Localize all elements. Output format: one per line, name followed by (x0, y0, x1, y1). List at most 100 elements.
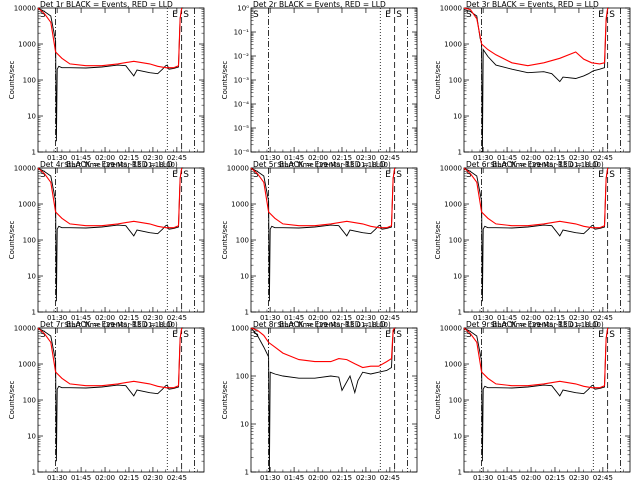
x-tick-label: 02:00 (95, 474, 115, 480)
y-tick-label: 1000 (18, 41, 36, 49)
flag-s: S (183, 330, 189, 340)
y-tick-label: 10 (27, 273, 36, 281)
plot-frame (463, 327, 631, 473)
x-tick-label: 02:30 (356, 154, 376, 162)
x-tick-label: 01:30 (473, 474, 493, 480)
panel-title: Det 9r BLACK = Events, RED = LLD (466, 320, 599, 329)
y-tick-label: 10 (453, 433, 462, 441)
x-axis-label: Start Time (29-Mar-13 01:18:00) (64, 321, 178, 329)
y-tick-label: 1000 (444, 41, 462, 49)
plot-frame (250, 7, 418, 153)
y-tick-label: 10000 (440, 5, 462, 13)
x-tick-label: 01:45 (284, 154, 304, 162)
flag-start: S (40, 10, 46, 20)
series-lld-line (250, 167, 396, 229)
y-tick-label: 10⁻⁵ (234, 125, 250, 133)
x-tick-label: 02:45 (593, 474, 613, 480)
panel-det-3r: Det 3r BLACK = Events, RED = LLD 1 10 100 10… (434, 0, 631, 169)
flag-e: E (598, 10, 604, 20)
plot-frame (250, 327, 418, 473)
y-axis-label: Counts/sec (434, 221, 442, 260)
panel-title: Det 2r BLACK = Events, RED = LLD (253, 0, 386, 9)
flag-s: S (183, 170, 189, 180)
y-tick-label: 100 (449, 77, 462, 85)
x-axis-label: Start Time (29-Mar-13 01:18:00) (490, 161, 604, 169)
x-tick-label: 02:15 (119, 154, 139, 162)
x-tick-label: 01:45 (497, 154, 517, 162)
y-tick-label: 10000 (440, 325, 462, 333)
x-tick-label: 01:30 (260, 474, 280, 480)
y-tick-label: 1000 (231, 201, 249, 209)
y-tick-label: 10⁻⁴ (234, 101, 250, 109)
y-tick-label: 100 (23, 77, 36, 85)
x-tick-label: 01:30 (47, 154, 67, 162)
y-tick-label: 10⁻⁶ (234, 149, 250, 157)
plot-frame (37, 327, 205, 473)
y-tick-label: 10⁰ (237, 5, 249, 13)
flag-e: E (598, 170, 604, 180)
y-axis-label: Counts/sec (221, 221, 229, 260)
x-tick-label: 02:45 (380, 314, 400, 322)
x-tick-label: 01:45 (284, 314, 304, 322)
x-tick-label: 02:45 (380, 474, 400, 480)
y-tick-label: 1 (245, 309, 249, 317)
y-tick-label: 10 (240, 273, 249, 281)
y-tick-label: 100 (449, 397, 462, 405)
x-tick-label: 02:30 (356, 314, 376, 322)
y-tick-label: 1000 (18, 201, 36, 209)
y-axis-label: Counts/sec (8, 61, 16, 100)
panel-det-9r: Det 9r BLACK = Events, RED = LLD 1 10 100 10… (434, 320, 631, 480)
x-tick-label: 02:45 (167, 314, 187, 322)
y-tick-label: 10000 (227, 165, 249, 173)
series-events-line (463, 7, 610, 153)
flag-start: S (253, 330, 259, 340)
y-tick-label: 10000 (14, 325, 36, 333)
series-events-line (37, 327, 184, 462)
x-tick-label: 02:15 (545, 154, 565, 162)
panel-title: Det 6r BLACK = Events, RED = LLD (466, 160, 599, 169)
x-tick-label: 02:45 (593, 154, 613, 162)
y-tick-label: 10⁻¹ (234, 29, 250, 37)
x-tick-label: 01:45 (497, 314, 517, 322)
x-tick-label: 02:15 (332, 154, 352, 162)
panel-det-1r: Det 1r BLACK = Events, RED = LLD 1 10 100 10… (8, 0, 205, 169)
panel-title: Det 3r BLACK = Events, RED = LLD (466, 0, 599, 9)
series-events-line (250, 167, 397, 302)
flag-s: S (609, 170, 615, 180)
y-tick-label: 100 (236, 373, 249, 381)
y-axis-label: Counts/sec (434, 381, 442, 420)
flag-start: S (40, 330, 46, 340)
y-tick-label: 10⁻³ (234, 77, 250, 85)
y-tick-label: 1 (458, 309, 462, 317)
y-tick-label: 10000 (440, 165, 462, 173)
flag-s: S (396, 330, 402, 340)
flag-start: S (466, 330, 472, 340)
x-tick-label: 02:00 (95, 154, 115, 162)
x-tick-label: 02:15 (545, 314, 565, 322)
series-lld-line (37, 167, 183, 229)
y-tick-label: 10 (27, 433, 36, 441)
y-tick-label: 1000 (18, 361, 36, 369)
x-tick-label: 02:15 (119, 314, 139, 322)
x-tick-label: 02:30 (569, 314, 589, 322)
plot-frame (463, 7, 631, 153)
flag-start: S (466, 10, 472, 20)
x-tick-label: 01:45 (71, 154, 91, 162)
y-tick-label: 100 (236, 237, 249, 245)
x-tick-label: 02:15 (119, 474, 139, 480)
plot-frame (250, 167, 418, 313)
flag-e: E (172, 170, 178, 180)
x-tick-label: 02:15 (332, 474, 352, 480)
y-tick-label: 10 (27, 113, 36, 121)
y-tick-label: 1000 (444, 361, 462, 369)
x-tick-label: 02:45 (167, 154, 187, 162)
x-tick-label: 02:30 (143, 154, 163, 162)
plot-frame (37, 167, 205, 313)
flag-s: S (609, 330, 615, 340)
x-tick-label: 02:15 (332, 314, 352, 322)
panel-title: Det 4r BLACK = Events, RED = LLD (40, 160, 173, 169)
y-tick-label: 1 (458, 469, 462, 477)
x-tick-label: 02:30 (569, 154, 589, 162)
panel-title: Det 7r BLACK = Events, RED = LLD (40, 320, 173, 329)
y-tick-label: 10000 (14, 165, 36, 173)
